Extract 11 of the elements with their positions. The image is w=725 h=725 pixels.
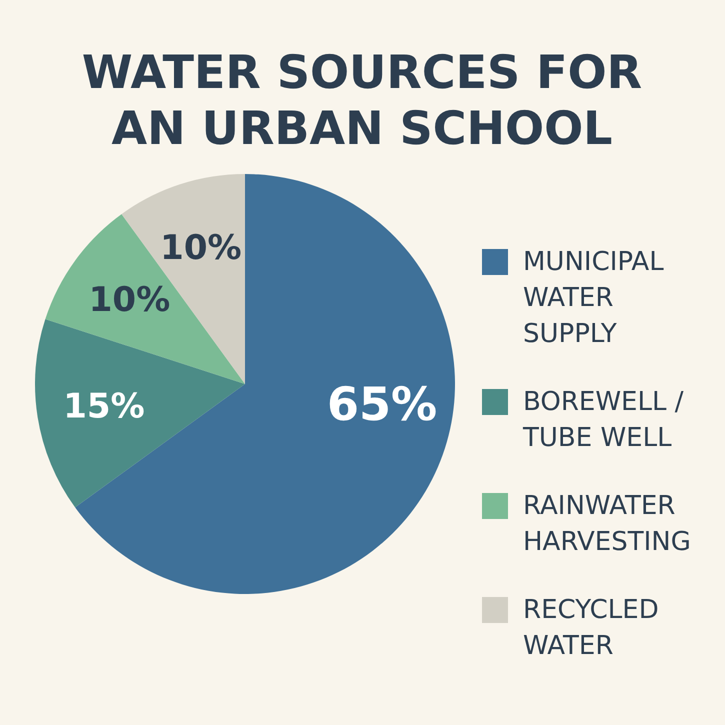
data-label: 10% (88, 280, 170, 320)
chart-title: WATER SOURCES FOR AN URBAN SCHOOL (82, 45, 642, 155)
legend-label: RECYCLED WATER (523, 595, 659, 661)
legend-label: MUNICIPAL WATER SUPPLY (523, 247, 664, 349)
pie-slice (45, 214, 245, 384)
legend-label: BOREWELL / TUBE WELL (522, 387, 684, 453)
data-label: 15% (63, 386, 145, 426)
pie-slice (35, 319, 245, 508)
legend-label: RAINWATER HARVESTING (523, 491, 691, 557)
data-label: 10% (160, 228, 242, 268)
data-label: 65% (326, 377, 438, 431)
